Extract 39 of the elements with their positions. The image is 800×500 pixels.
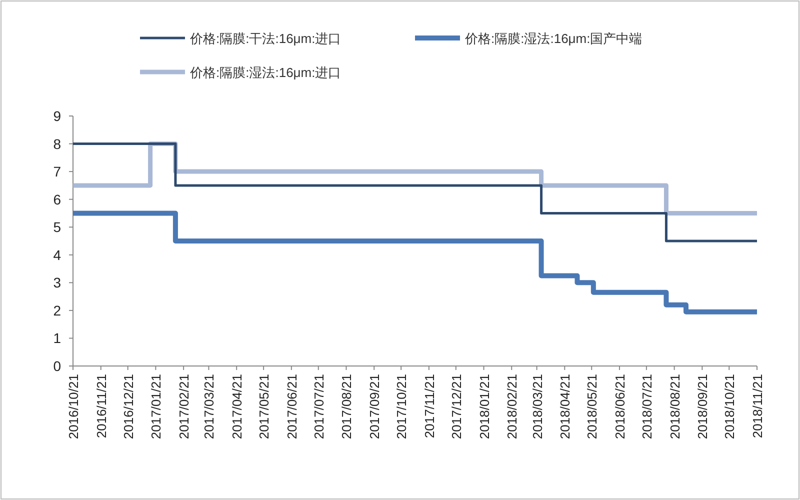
y-tick-label: 4	[53, 246, 62, 263]
x-tick-label: 2017/05/21	[256, 374, 272, 440]
x-tick-label: 2017/09/21	[367, 374, 382, 440]
x-tick-label: 2017/08/21	[339, 374, 354, 440]
x-tick-label: 2018/04/21	[558, 374, 573, 440]
y-tick-label: 8	[53, 136, 62, 152]
x-tick-label: 2018/08/21	[667, 374, 682, 440]
y-tick-label: 5	[53, 219, 62, 236]
x-tick-label: 2016/11/21	[94, 374, 109, 438]
x-tick-label: 2017/12/21	[448, 374, 464, 440]
x-tick-label: 2017/10/21	[394, 374, 410, 440]
x-tick-label: 2017/04/21	[230, 374, 245, 440]
x-tick-label: 2018/09/21	[695, 374, 710, 440]
x-tick-label: 2018/02/21	[504, 374, 520, 440]
legend-label: 价格:隔膜:干法:16μm:进口	[189, 31, 342, 46]
y-tick-label: 1	[53, 330, 62, 346]
x-tick-label: 2016/10/21	[66, 374, 81, 440]
y-tick-label: 6	[53, 191, 62, 208]
x-tick-label: 2017/01/21	[148, 374, 164, 440]
legend-label: 价格:隔膜:湿法:16μm:国产中端	[464, 31, 642, 46]
y-tick-label: 0	[53, 358, 62, 374]
x-tick-label: 2017/11/21	[422, 374, 437, 438]
x-tick-label: 2018/11/21	[750, 374, 765, 438]
y-tick-label: 3	[53, 274, 62, 291]
x-tick-label: 2017/06/21	[284, 374, 300, 440]
y-tick-label: 7	[53, 164, 62, 180]
x-tick-label: 2016/12/21	[120, 374, 136, 440]
x-tick-label: 2017/02/21	[176, 374, 192, 440]
x-tick-label: 2018/06/21	[612, 374, 628, 440]
y-tick-label: 2	[53, 302, 62, 318]
x-tick-label: 2018/07/21	[639, 374, 654, 440]
x-tick-label: 2018/10/21	[722, 374, 738, 440]
x-tick-label: 2017/07/21	[311, 374, 326, 440]
x-tick-label: 2018/03/21	[530, 374, 545, 440]
legend-label: 价格:隔膜:湿法:16μm:进口	[189, 65, 342, 80]
x-tick-label: 2018/01/21	[476, 374, 492, 440]
x-tick-label: 2017/03/21	[202, 374, 217, 440]
y-tick-label: 9	[53, 108, 62, 124]
x-tick-label: 2018/05/21	[584, 374, 600, 440]
